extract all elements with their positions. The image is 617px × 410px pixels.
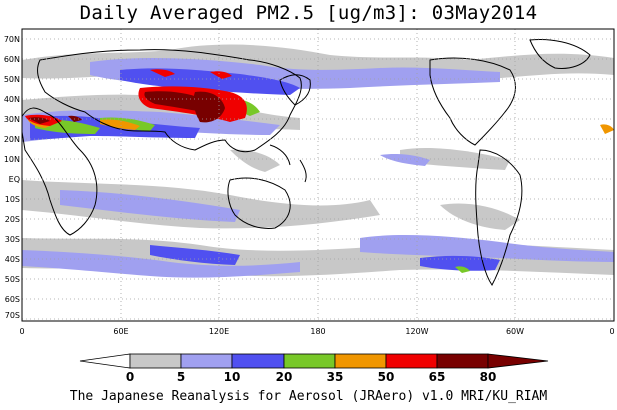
- lat-label: 70N: [4, 35, 20, 44]
- latitude-labels: 70N 60N 50N 40N 30N 20N 10N EQ 10S 20S 3…: [4, 35, 20, 320]
- lat-label: 10S: [5, 195, 20, 204]
- colorbar-segment: [385, 353, 438, 369]
- longitude-labels: 0 60E 120E 180 120W 60W 0: [19, 327, 614, 336]
- lat-label: 60S: [5, 295, 20, 304]
- lon-label: 120W: [405, 327, 428, 336]
- colorbar-labels: 0 5 10 20 35 50 65 80: [126, 370, 497, 384]
- colorbar-segment: [334, 353, 387, 369]
- lat-label: 30N: [4, 115, 20, 124]
- lat-label: 40S: [5, 255, 20, 264]
- colorbar-segment: [180, 353, 233, 369]
- lat-label: EQ: [9, 175, 20, 184]
- lon-label: 0: [609, 327, 614, 336]
- colorbar: [79, 353, 549, 369]
- lat-label: 40N: [4, 95, 20, 104]
- colorbar-tick: 10: [224, 370, 241, 384]
- colorbar-segment: [79, 353, 131, 369]
- colorbar-segment: [129, 353, 182, 369]
- lon-label: 180: [310, 327, 325, 336]
- dataset-credit: The Japanese Reanalysis for Aerosol (JRA…: [69, 389, 548, 404]
- lat-label: 70S: [5, 311, 20, 320]
- lat-label: 20S: [5, 215, 20, 224]
- colorbar-tick: 35: [327, 370, 344, 384]
- colorbar-tick: 50: [378, 370, 395, 384]
- lat-label: 50N: [4, 75, 20, 84]
- colorbar-segment: [231, 353, 285, 369]
- lon-label: 60W: [506, 327, 524, 336]
- colorbar-tick: 5: [177, 370, 185, 384]
- colorbar-tick: 80: [480, 370, 497, 384]
- lon-label: 0: [19, 327, 24, 336]
- lat-label: 10N: [4, 155, 20, 164]
- colorbar-tick: 0: [126, 370, 134, 384]
- colorbar-segment: [283, 353, 336, 369]
- graticule: [22, 29, 614, 321]
- lat-label: 30S: [5, 235, 20, 244]
- coastlines: [22, 39, 591, 286]
- colorbar-segment: [436, 353, 489, 369]
- lat-label: 50S: [5, 275, 20, 284]
- colorbar-tick: 20: [276, 370, 293, 384]
- lat-label: 60N: [4, 55, 20, 64]
- pm25-level-80-plus: [28, 91, 225, 124]
- lon-label: 60E: [113, 327, 128, 336]
- map-title: Daily Averaged PM2.5 [ug/m3]: 03May2014: [79, 2, 538, 24]
- lat-label: 20N: [4, 135, 20, 144]
- colorbar-segment: [487, 353, 549, 369]
- lon-label: 120E: [209, 327, 229, 336]
- colorbar-tick: 65: [429, 370, 446, 384]
